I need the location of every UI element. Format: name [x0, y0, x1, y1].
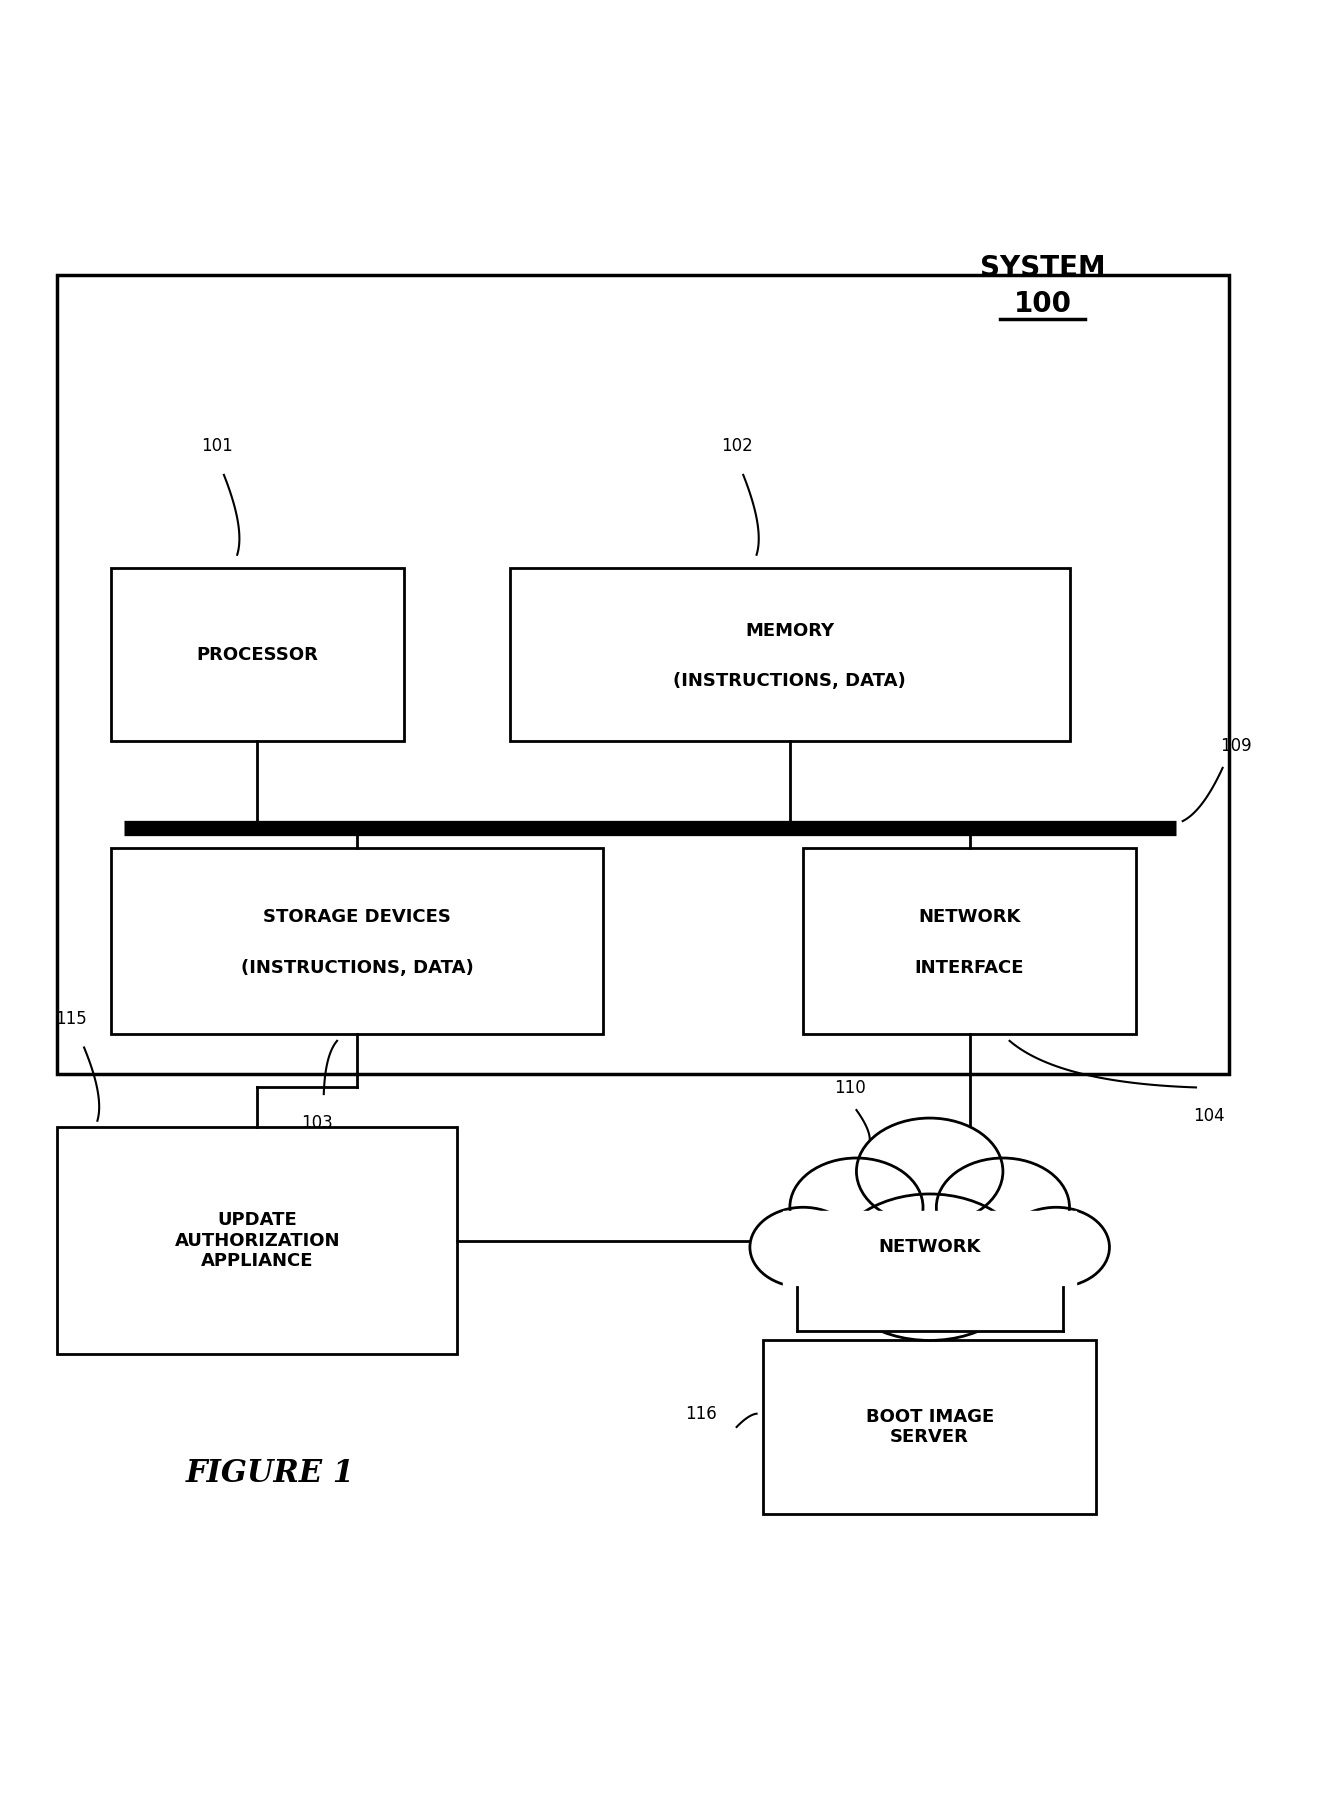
FancyBboxPatch shape	[111, 847, 603, 1034]
Text: SYSTEM: SYSTEM	[980, 254, 1106, 283]
FancyBboxPatch shape	[803, 847, 1136, 1034]
Text: 116: 116	[685, 1406, 717, 1424]
Text: STORAGE DEVICES: STORAGE DEVICES	[263, 908, 452, 926]
Ellipse shape	[750, 1207, 856, 1287]
Text: 109: 109	[1221, 737, 1252, 755]
Text: FIGURE 1: FIGURE 1	[186, 1458, 355, 1488]
Ellipse shape	[856, 1117, 1002, 1225]
Text: 100: 100	[1014, 290, 1072, 319]
Ellipse shape	[829, 1195, 1029, 1341]
Text: UPDATE
AUTHORIZATION
APPLIANCE: UPDATE AUTHORIZATION APPLIANCE	[174, 1211, 340, 1270]
Text: PROCESSOR: PROCESSOR	[196, 645, 318, 663]
Ellipse shape	[789, 1159, 923, 1256]
Text: 103: 103	[302, 1114, 332, 1132]
Text: (INSTRUCTIONS, DATA): (INSTRUCTIONS, DATA)	[241, 959, 473, 977]
FancyBboxPatch shape	[58, 1128, 457, 1353]
Text: 101: 101	[201, 436, 233, 454]
FancyBboxPatch shape	[111, 568, 403, 741]
Text: MEMORY: MEMORY	[745, 622, 835, 640]
FancyBboxPatch shape	[783, 1211, 1076, 1332]
Text: 104: 104	[1194, 1108, 1225, 1126]
Text: BOOT IMAGE
SERVER: BOOT IMAGE SERVER	[866, 1407, 994, 1447]
Text: 115: 115	[55, 1009, 87, 1027]
Text: (INSTRUCTIONS, DATA): (INSTRUCTIONS, DATA)	[674, 672, 906, 690]
FancyBboxPatch shape	[511, 568, 1069, 741]
Text: NETWORK: NETWORK	[918, 908, 1021, 926]
Text: INTERFACE: INTERFACE	[915, 959, 1024, 977]
Text: 110: 110	[833, 1079, 866, 1097]
FancyBboxPatch shape	[764, 1341, 1096, 1514]
Text: NETWORK: NETWORK	[879, 1238, 981, 1256]
FancyBboxPatch shape	[58, 276, 1229, 1074]
Ellipse shape	[1002, 1207, 1110, 1287]
Text: 102: 102	[721, 436, 753, 454]
Ellipse shape	[937, 1159, 1069, 1256]
